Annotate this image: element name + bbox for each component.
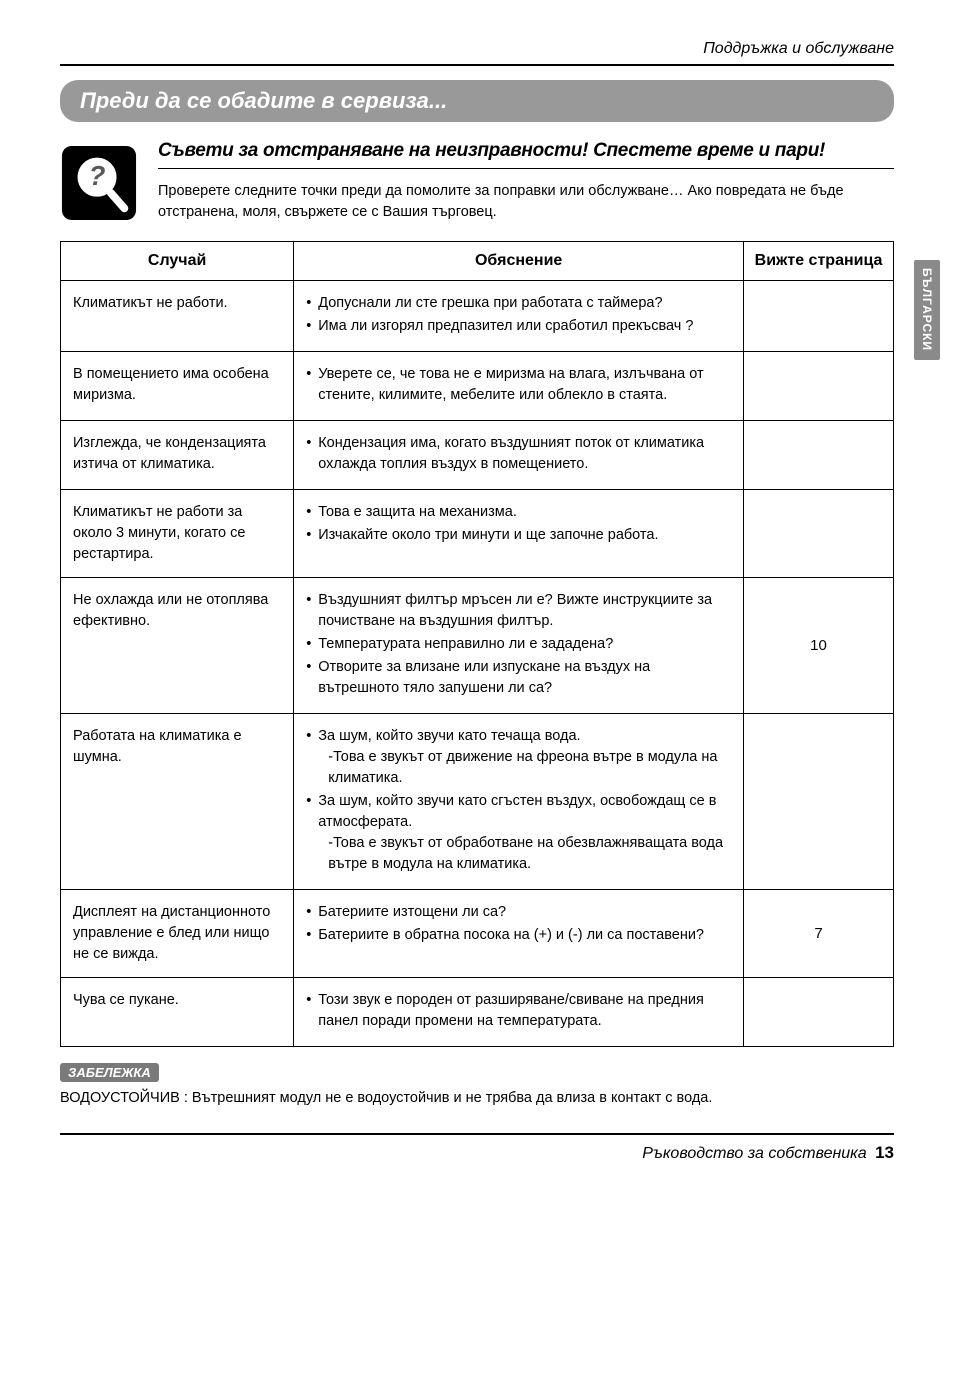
- table-row: Чува се пукане. Този звук е породен от ра…: [61, 978, 894, 1047]
- case-cell: Чува се пукане.: [61, 978, 294, 1047]
- page-ref-cell: 10: [744, 578, 894, 714]
- explanation-item: Има ли изгорял предпазител или сработил …: [306, 316, 731, 337]
- page-ref-cell: [744, 714, 894, 890]
- explanation-cell: Кондензация има, когато въздушният поток…: [294, 421, 744, 490]
- table-row: Работата на климатика е шумна.За шум, ко…: [61, 714, 894, 890]
- page-ref-cell: [744, 978, 894, 1047]
- question-magnifier-icon: ?: [60, 140, 140, 223]
- footer-page-number: 13: [875, 1143, 894, 1162]
- explanation-item: Въздушният филтър мръсен ли е? Вижте инс…: [306, 590, 731, 632]
- table-row: В помещението има особена миризма. Уверет…: [61, 352, 894, 421]
- troubleshoot-subtitle: Съвети за отстраняване на неизправности!…: [158, 140, 894, 169]
- footer-title: Ръководство за собственика: [642, 1145, 866, 1162]
- explanation-cell: Въздушният филтър мръсен ли е? Вижте инс…: [294, 578, 744, 714]
- note-text: ВОДОУСТОЙЧИВ : Вътрешният модул не е вод…: [60, 1088, 894, 1108]
- page-footer: Ръководство за собственика 13: [60, 1133, 894, 1163]
- explanation-cell: За шум, който звучи като течаща вода.-То…: [294, 714, 744, 890]
- table-row: Изглежда, че кондензацията изтича от кли…: [61, 421, 894, 490]
- note-label: ЗАБЕЛЕЖКА: [60, 1063, 159, 1082]
- th-case: Случай: [61, 242, 294, 281]
- page-ref-cell: [744, 281, 894, 352]
- th-page: Вижте страница: [744, 242, 894, 281]
- explanation-item: Температурата неправилно ли е зададена?: [306, 634, 731, 655]
- svg-text:?: ?: [89, 160, 106, 191]
- case-cell: Климатикът не работи.: [61, 281, 294, 352]
- case-cell: Работата на климатика е шумна.: [61, 714, 294, 890]
- page-ref-cell: [744, 421, 894, 490]
- page-ref-cell: [744, 352, 894, 421]
- explanation-item: Този звук е породен от разширяване/свива…: [306, 990, 731, 1032]
- case-cell: Изглежда, че кондензацията изтича от кли…: [61, 421, 294, 490]
- case-cell: Не охлажда или не отоплява ефективно.: [61, 578, 294, 714]
- table-row: Дисплеят на дистанционното управление е …: [61, 890, 894, 978]
- table-row: Не охлажда или не отоплява ефективно. Въз…: [61, 578, 894, 714]
- table-row: Климатикът не работи за около 3 минути, …: [61, 490, 894, 578]
- th-explanation: Обяснение: [294, 242, 744, 281]
- troubleshoot-table: Случай Обяснение Вижте страница Климатик…: [60, 241, 894, 1047]
- explanation-cell: Уверете се, че това не е миризма на влаг…: [294, 352, 744, 421]
- header-section-title: Поддръжка и обслужване: [60, 40, 894, 66]
- explanation-item: Отворите за влизане или изпускане на въз…: [306, 657, 731, 699]
- explanation-cell: Този звук е породен от разширяване/свива…: [294, 978, 744, 1047]
- explanation-item: За шум, който звучи като сгъстен въздух,…: [306, 791, 731, 875]
- explanation-cell: Батериите изтощени ли са?Батериите в обр…: [294, 890, 744, 978]
- page-ref-cell: [744, 490, 894, 578]
- explanation-item: Допуснали ли сте грешка при работата с т…: [306, 293, 731, 314]
- case-cell: Климатикът не работи за около 3 минути, …: [61, 490, 294, 578]
- page-title-bar: Преди да се обадите в сервиза...: [60, 80, 894, 122]
- explanation-item: Уверете се, че това не е миризма на влаг…: [306, 364, 731, 406]
- page-ref-cell: 7: [744, 890, 894, 978]
- explanation-cell: Това е защита на механизма.Изчакайте око…: [294, 490, 744, 578]
- table-row: Климатикът не работи. Допуснали ли сте гр…: [61, 281, 894, 352]
- explanation-item: Батериите в обратна посока на (+) и (-) …: [306, 925, 731, 946]
- explanation-item: Това е защита на механизма.: [306, 502, 731, 523]
- explanation-item: Кондензация има, когато въздушният поток…: [306, 433, 731, 475]
- case-cell: Дисплеят на дистанционното управление е …: [61, 890, 294, 978]
- explanation-cell: Допуснали ли сте грешка при работата с т…: [294, 281, 744, 352]
- case-cell: В помещението има особена миризма.: [61, 352, 294, 421]
- intro-paragraph: Проверете следните точки преди да помоли…: [158, 181, 894, 223]
- explanation-item: Изчакайте около три минути и ще започне …: [306, 525, 731, 546]
- explanation-item: За шум, който звучи като течаща вода.-То…: [306, 726, 731, 789]
- explanation-item: Батериите изтощени ли са?: [306, 902, 731, 923]
